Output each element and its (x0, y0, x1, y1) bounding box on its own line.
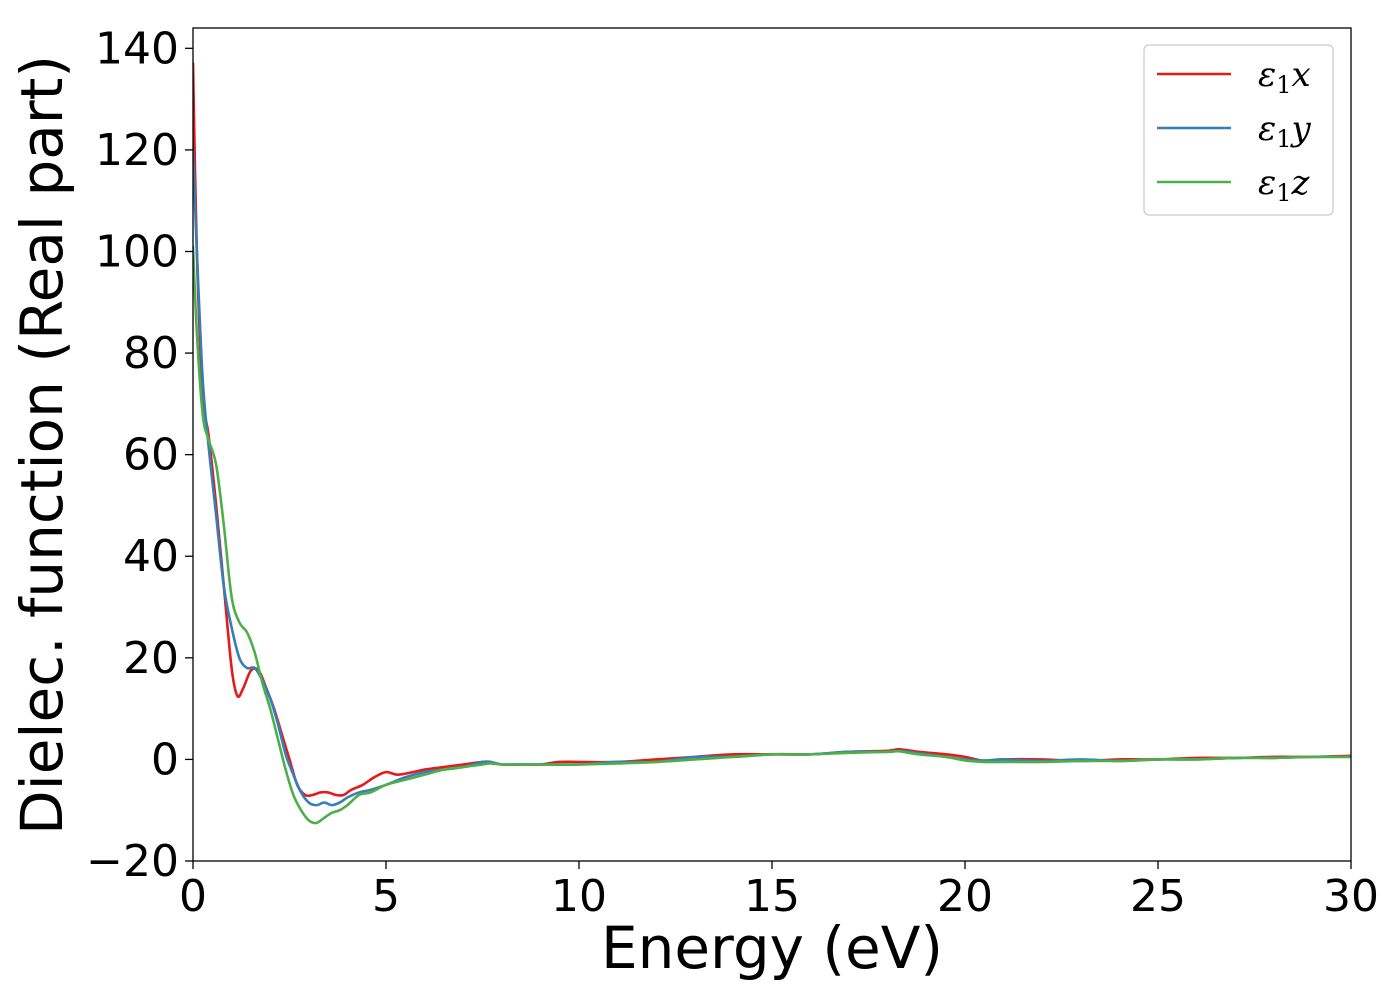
x-tick-label: 10 (551, 871, 607, 922)
y-tick-label: 60 (123, 430, 179, 481)
x-axis-ticks: 0 5 10 15 20 25 30 (179, 861, 1379, 922)
y-tick-label: −20 (86, 836, 179, 887)
y-axis-title: Dielec. function (Real part) (8, 55, 76, 835)
x-tick-label: 25 (1130, 871, 1186, 922)
series-line-z (193, 245, 1351, 825)
y-tick-label: 0 (151, 734, 179, 785)
y-tick-label: 120 (95, 125, 179, 176)
series-layer (193, 62, 1351, 825)
x-tick-label: 0 (179, 871, 207, 922)
y-axis-ticks: −20 0 20 40 60 80 100 120 140 (86, 23, 193, 887)
x-tick-label: 5 (372, 871, 400, 922)
legend: ε1x ε1y ε1z (1143, 44, 1334, 216)
x-tick-label: 30 (1323, 871, 1379, 922)
y-tick-label: 80 (123, 328, 179, 379)
y-tick-label: 40 (123, 531, 179, 582)
y-tick-label: 140 (95, 23, 179, 74)
x-tick-label: 15 (744, 871, 800, 922)
legend-label-y: ε1y (1258, 109, 1312, 153)
x-tick-label: 20 (937, 871, 993, 922)
legend-frame (1143, 44, 1334, 216)
y-tick-label: 100 (95, 226, 179, 277)
legend-label-x: ε1x (1258, 55, 1311, 99)
y-tick-label: 20 (123, 633, 179, 684)
x-axis-title: Energy (eV) (601, 914, 943, 982)
legend-label-z: ε1z (1258, 163, 1311, 207)
